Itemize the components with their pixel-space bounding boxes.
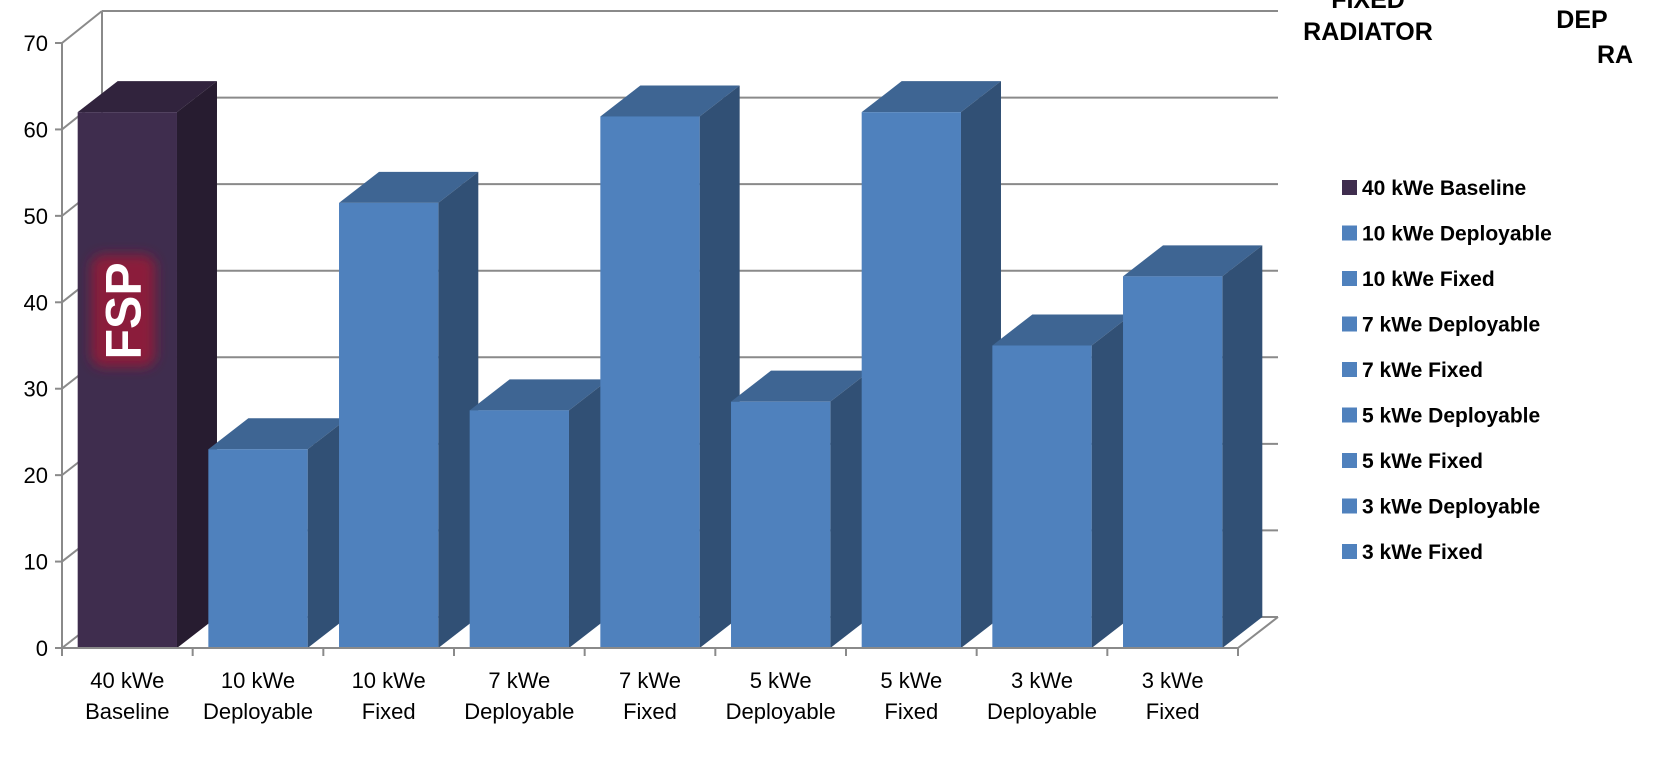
bar xyxy=(731,401,831,648)
legend: 40 kWe Baseline 10 kWe Deployable 10 kWe F… xyxy=(1342,177,1552,564)
bar-side xyxy=(1091,314,1132,648)
legend-label: 10 kWe Fixed xyxy=(1362,268,1495,291)
legend-swatch xyxy=(1342,407,1357,423)
bar-side xyxy=(1222,245,1263,648)
bar-side xyxy=(176,81,217,648)
fsp-annotation: FSP xyxy=(91,254,156,367)
legend-label: 7 kWe Deployable xyxy=(1362,314,1540,337)
x-tick-label: 10 kWe Fixed xyxy=(352,668,426,724)
legend-swatch xyxy=(1342,271,1357,286)
bar-side xyxy=(568,379,609,648)
floor-right-edge xyxy=(1237,616,1279,649)
bar-top xyxy=(208,418,348,450)
x-axis xyxy=(61,647,1239,656)
bars xyxy=(77,81,1263,648)
bar xyxy=(861,112,961,648)
bar-top xyxy=(731,370,871,402)
y-tick-label: 20 xyxy=(24,463,48,488)
y-tick-label: 70 xyxy=(24,31,48,56)
bar-top xyxy=(469,379,609,411)
side-label: DEP xyxy=(1556,6,1607,34)
bar-side xyxy=(960,81,1001,648)
legend-label: 7 kWe Fixed xyxy=(1362,359,1483,382)
bar xyxy=(469,410,569,648)
legend-swatch xyxy=(1342,498,1357,514)
bar-top xyxy=(1123,245,1263,277)
y-axis-ticks: 0 10 20 30 40 50 60 70 xyxy=(24,31,62,661)
fsp-glow xyxy=(91,254,156,367)
legend-swatch xyxy=(1342,362,1357,377)
side-label: FIXED xyxy=(1331,0,1405,14)
bar-side xyxy=(830,370,871,648)
legend-label: 5 kWe Fixed xyxy=(1362,450,1483,473)
x-tick-label: 10 kWe Deployable xyxy=(203,668,313,724)
fsp-label: FSP xyxy=(95,262,151,359)
legend-swatch xyxy=(1342,544,1357,559)
legend-label: 5 kWe Deployable xyxy=(1362,405,1540,428)
y-tick-label: 60 xyxy=(24,117,48,142)
y-tick-label: 30 xyxy=(24,377,48,402)
side-label: RA xyxy=(1597,41,1633,69)
bar-top xyxy=(339,171,479,203)
bar xyxy=(992,345,1092,648)
bar xyxy=(1123,276,1223,648)
bar xyxy=(77,112,177,648)
legend-swatch xyxy=(1342,180,1357,195)
bar xyxy=(600,116,700,648)
x-axis-labels: 40 kWe Baseline 10 kWe Deployable 10 kWe Fixe… xyxy=(85,668,1204,724)
x-tick-label: 40 kWe Baseline xyxy=(85,668,169,724)
bar-side xyxy=(307,418,348,648)
legend-label: 3 kWe Fixed xyxy=(1362,541,1483,564)
legend-swatch xyxy=(1342,225,1357,241)
legend-swatch xyxy=(1342,453,1357,468)
gridline-side xyxy=(61,10,103,44)
bar xyxy=(339,202,439,648)
x-tick-label: 3 kWe Fixed xyxy=(1142,668,1204,724)
bar-top xyxy=(992,314,1132,346)
bar-top xyxy=(600,85,740,117)
legend-label: 40 kWe Baseline xyxy=(1362,177,1526,200)
legend-swatch xyxy=(1342,316,1357,332)
bar xyxy=(208,449,308,648)
legend-label: 3 kWe Deployable xyxy=(1362,496,1540,519)
side-label: RADIATOR xyxy=(1303,18,1433,46)
y-tick-label: 10 xyxy=(24,550,48,575)
x-tick-label: 7 kWe Fixed xyxy=(619,668,681,724)
top-right-labels: FIXED RADIATOR DEP RA xyxy=(1303,0,1633,69)
bar-top xyxy=(77,81,217,113)
y-tick-label: 50 xyxy=(24,204,48,229)
legend-label: 10 kWe Deployable xyxy=(1362,223,1552,246)
x-tick-label: 7 kWe Deployable xyxy=(464,668,574,724)
y-tick-label: 40 xyxy=(24,290,48,315)
bar-side xyxy=(438,171,479,648)
bar-top xyxy=(861,81,1001,113)
y-tick-label: 0 xyxy=(36,636,48,661)
x-tick-label: 5 kWe Deployable xyxy=(726,668,836,724)
x-tick-label: 3 kWe Deployable xyxy=(987,668,1097,724)
bar-side xyxy=(699,85,740,648)
x-tick-label: 5 kWe Fixed xyxy=(880,668,942,724)
